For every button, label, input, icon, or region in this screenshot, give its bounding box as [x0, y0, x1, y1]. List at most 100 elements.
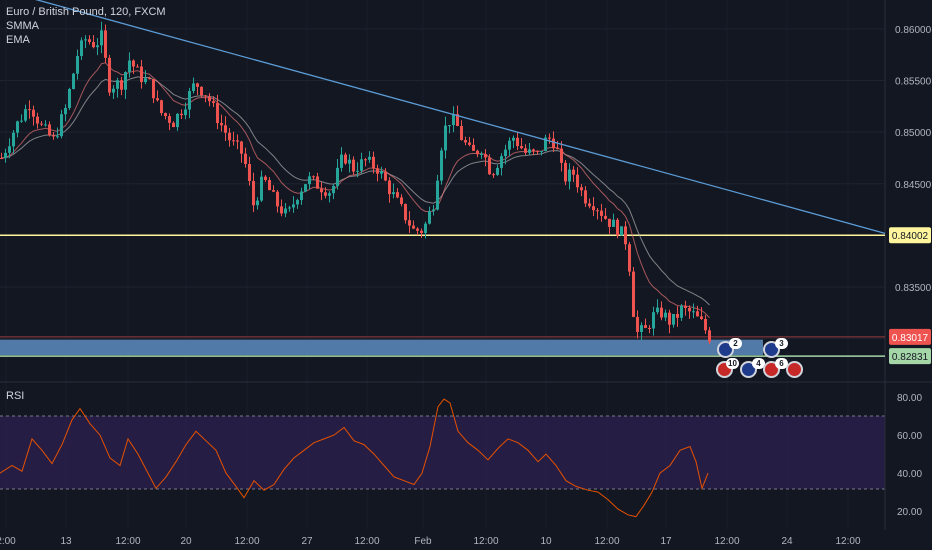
candle-body: [396, 192, 399, 198]
rsi-tick-label: 60.00: [897, 431, 922, 442]
candle-body: [484, 154, 487, 158]
candle-body: [260, 176, 263, 201]
candles: [0, 21, 711, 344]
candle-body: [532, 149, 535, 151]
candle-body: [220, 123, 223, 126]
candle-body: [440, 150, 443, 181]
candle-body: [348, 159, 351, 164]
indicator-smma-label[interactable]: SMMA: [6, 20, 39, 32]
price-tick-label: 0.85500: [895, 77, 932, 88]
candle-body: [312, 176, 315, 178]
eu-flag-icon[interactable]: 3: [763, 338, 788, 358]
candle-body: [472, 144, 475, 151]
candle-body: [568, 169, 571, 182]
candle-body: [160, 100, 163, 114]
candle-body: [372, 156, 375, 169]
candle-body: [168, 116, 171, 123]
candle-body: [224, 125, 227, 133]
candle-body: [708, 330, 711, 342]
uk-flag-icon[interactable]: 10: [716, 358, 739, 378]
time-tick-label: 24: [781, 536, 793, 547]
candle-body: [592, 206, 595, 211]
candle-body: [108, 57, 111, 93]
horizontal-levels: [0, 234, 885, 357]
price-labels: 0.84002 0.83017 0.82831: [889, 227, 931, 365]
uk-flag-icon[interactable]: 6: [763, 358, 788, 378]
candle-body: [196, 83, 199, 87]
candle-body: [56, 136, 59, 138]
time-tick-label: 10: [540, 536, 552, 547]
ema-line: [1, 62, 710, 319]
event-count: 4: [752, 358, 765, 369]
eu-flag-icon[interactable]: 2: [717, 338, 742, 358]
candle-body: [408, 220, 411, 226]
candle-body: [288, 207, 291, 209]
candle-body: [4, 152, 7, 159]
candle-body: [24, 109, 27, 121]
candle-body: [432, 209, 435, 212]
candle-body: [676, 313, 679, 318]
candle-body: [400, 197, 403, 204]
candle-body: [644, 325, 647, 328]
time-tick-label: 12:00: [473, 536, 498, 547]
price-label-text: 0.84002: [892, 231, 929, 242]
indicator-ema-label[interactable]: EMA: [6, 34, 30, 46]
candle-body: [508, 140, 511, 150]
price-tick-label: 0.83500: [895, 283, 932, 294]
price-axis[interactable]: 0.860000.855000.850000.845000.840000.835…: [895, 25, 932, 346]
candle-body: [240, 141, 243, 154]
candle-body: [184, 109, 187, 116]
price-label-text: 0.82831: [892, 352, 929, 363]
chart-legend: Euro / British Pound, 120, FXCM SMMA EMA: [6, 5, 166, 47]
candle-body: [252, 180, 255, 206]
candle-body: [612, 219, 615, 227]
candle-body: [392, 192, 395, 195]
demand-zone: [0, 339, 763, 356]
candle-body: [656, 307, 659, 313]
candle-body: [500, 156, 503, 168]
rsi-axis[interactable]: 80.00 60.00 40.00 20.00: [897, 393, 922, 518]
candle-body: [444, 125, 447, 151]
candle-body: [544, 137, 547, 151]
candle-body: [460, 125, 463, 141]
candle-body: [376, 168, 379, 174]
candle-body: [216, 103, 219, 124]
rsi-label[interactable]: RSI: [6, 390, 25, 402]
candle-body: [552, 138, 555, 149]
eu-flag-icon[interactable]: 4: [740, 358, 765, 378]
candle-body: [492, 174, 495, 176]
candle-body: [116, 80, 119, 89]
candle-body: [264, 176, 267, 181]
candle-body: [572, 169, 575, 175]
candle-body: [0, 157, 3, 159]
time-tick-label: 12:00: [714, 536, 739, 547]
trend-line[interactable]: [0, 0, 886, 234]
time-axis[interactable]: 2:00 13 12:00 20 12:00 27 12:00 Feb 12:00 10 12:00…: [0, 536, 861, 547]
time-tick-label: 20: [180, 536, 192, 547]
candle-body: [92, 42, 95, 48]
candle-body: [356, 170, 359, 172]
candle-body: [340, 154, 343, 168]
candle-body: [452, 114, 455, 126]
candle-body: [628, 244, 631, 272]
candle-body: [564, 162, 567, 182]
candle-body: [700, 316, 703, 319]
candle-body: [688, 308, 691, 312]
candle-body: [244, 153, 247, 164]
candle-body: [536, 150, 539, 152]
candle-body: [476, 150, 479, 155]
chart-title[interactable]: Euro / British Pound, 120, FXCM: [6, 6, 166, 18]
candle-body: [352, 159, 355, 172]
time-tick-label: 17: [660, 536, 672, 547]
candle-body: [148, 78, 151, 80]
price-tick-label: 0.85000: [895, 128, 932, 139]
candle-body: [176, 113, 179, 128]
candle-body: [284, 208, 287, 214]
candle-body: [464, 140, 467, 143]
candle-body: [324, 192, 327, 196]
candle-body: [300, 191, 303, 201]
uk-flag-icon[interactable]: [786, 361, 803, 378]
time-tick-label: 27: [301, 536, 313, 547]
candle-body: [368, 156, 371, 160]
